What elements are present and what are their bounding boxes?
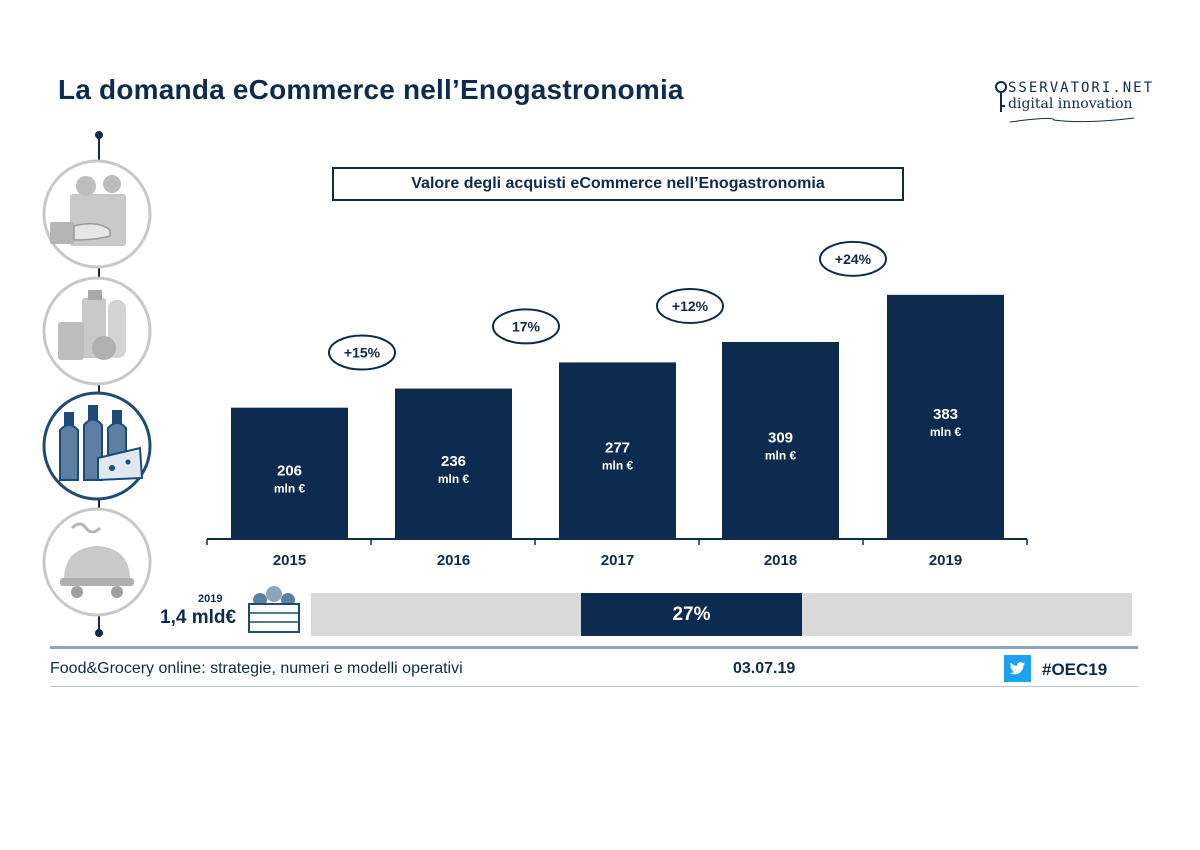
food-delivery-icon [42, 507, 152, 617]
logo-name: SSERVATORI.NET [1008, 80, 1155, 96]
bar [395, 388, 512, 539]
footer-date: 03.07.19 [733, 660, 796, 677]
footer-divider-top [50, 646, 1138, 649]
wine-cheese-icon [42, 391, 152, 501]
growth-bubble [328, 334, 396, 371]
bar [887, 294, 1004, 539]
bar-value-label: 236 [441, 453, 466, 470]
footer-divider-bottom [50, 686, 1138, 687]
grocery-products-icon [42, 276, 152, 386]
x-tick-label: 2016 [437, 552, 470, 569]
x-tick-label: 2017 [601, 552, 634, 569]
share-fill: 27% [581, 593, 802, 636]
bar-value-label: 309 [768, 430, 793, 447]
bar-chart: 206 mln € 2015 236 mln € 2016 277 mln € 2017 309 m… [206, 240, 1028, 569]
bar-unit-label: mln € [274, 481, 306, 495]
growth-label: +12% [672, 298, 709, 314]
twitter-icon[interactable] [1004, 655, 1031, 682]
vegetable-crate-icon [248, 586, 300, 633]
logo-tagline: digital innovation [1008, 96, 1133, 112]
category-timeline [42, 131, 152, 637]
page-title: La domanda eCommerce nell’Enogastronomia [58, 74, 684, 105]
osservatori-logo: SSERVATORI.NET digital innovation [994, 80, 1154, 128]
growth-bubble [492, 308, 560, 345]
bar-unit-label: mln € [438, 472, 470, 486]
key-icon [995, 81, 1007, 112]
growth-label: +24% [835, 251, 872, 267]
bar [231, 407, 348, 539]
growth-label: 17% [512, 318, 541, 334]
growth-bubble [819, 240, 887, 277]
bar-value-label: 383 [933, 406, 958, 423]
bar [722, 342, 839, 539]
x-tick-label: 2015 [273, 552, 306, 569]
x-tick-label: 2019 [929, 552, 962, 569]
bar-unit-label: mln € [602, 459, 634, 473]
x-tick-label: 2018 [764, 552, 797, 569]
bar-unit-label: mln € [930, 425, 962, 439]
bar [559, 362, 676, 539]
bar-value-label: 277 [605, 440, 630, 457]
footer-hashtag[interactable]: #OEC19 [1042, 660, 1108, 679]
chart-title: Valore degli acquisti eCommerce nell’Eno… [332, 167, 904, 201]
share-total: 1,4 mld€ [160, 607, 237, 628]
logo-swoosh [1009, 117, 1135, 123]
growth-label: +15% [344, 345, 381, 361]
growth-bubble [656, 288, 724, 325]
share-year: 2019 [198, 593, 223, 605]
grocery-bag-hand-icon [42, 159, 152, 269]
footer-event-title: Food&Grocery online: strategie, numeri e… [50, 660, 463, 677]
bar-unit-label: mln € [765, 449, 797, 463]
bar-value-label: 206 [277, 462, 302, 479]
